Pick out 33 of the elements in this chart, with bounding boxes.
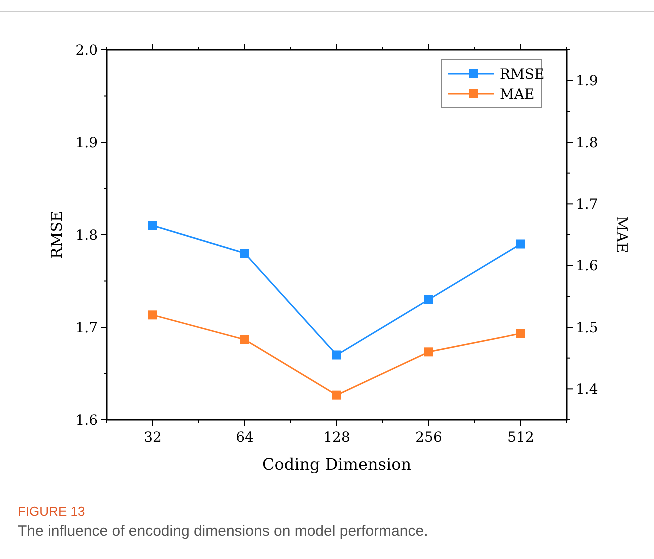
y-axis-title: RMSE	[48, 211, 66, 259]
x-tick-label: 64	[236, 430, 254, 446]
point	[332, 350, 342, 360]
y-tick-label: 1.8	[76, 228, 98, 244]
y-tick-label: 1.7	[76, 320, 98, 336]
point	[148, 310, 158, 320]
y-tick-label: 2.0	[76, 42, 98, 59]
y2-tick-label: 1.9	[576, 74, 598, 90]
x-tick-label: 512	[508, 430, 534, 446]
y2-axis-title: MAE	[613, 216, 631, 254]
y-tick-label: 1.6	[76, 412, 98, 429]
y2-tick-label: 1.8	[576, 135, 598, 152]
text: The influence of encoding dimensions on model performance.	[18, 523, 428, 540]
point	[240, 249, 250, 258]
point	[516, 329, 526, 338]
y2-tick-label: 1.4	[576, 382, 598, 398]
x-tick-label: 128	[324, 430, 350, 446]
point	[424, 348, 434, 357]
y2-tick-label: 1.7	[576, 197, 598, 214]
y2-tick-label: 1.5	[576, 320, 598, 336]
y-tick-label: 1.9	[76, 135, 98, 152]
x-axis-title: Coding Dimension	[262, 455, 412, 474]
legend-label: RMSE	[500, 66, 545, 83]
point	[332, 390, 342, 400]
caption: FIGURE 13	[18, 504, 86, 519]
y2-tick-label: 1.6	[576, 258, 598, 275]
point	[148, 221, 158, 230]
point	[516, 240, 526, 249]
point	[424, 295, 434, 304]
point	[240, 335, 250, 344]
x-tick-label: 32	[144, 430, 162, 446]
legend-label: MAE	[500, 86, 535, 103]
x-tick-label: 256	[416, 430, 442, 446]
